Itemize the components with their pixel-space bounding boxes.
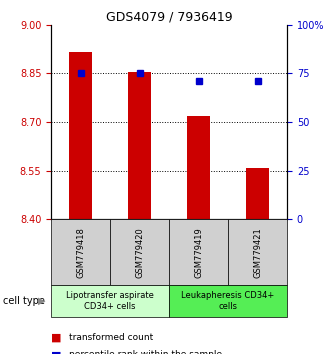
Text: ■: ■ — [51, 350, 62, 354]
Text: cell type: cell type — [3, 296, 45, 306]
Bar — [69, 52, 92, 219]
Bar — [128, 72, 151, 219]
Text: ▶: ▶ — [38, 296, 45, 306]
Text: GSM779418: GSM779418 — [76, 227, 85, 278]
Text: Lipotransfer aspirate
CD34+ cells: Lipotransfer aspirate CD34+ cells — [66, 291, 154, 310]
Bar — [246, 167, 269, 219]
Title: GDS4079 / 7936419: GDS4079 / 7936419 — [106, 11, 232, 24]
Text: transformed count: transformed count — [69, 333, 153, 342]
Text: GSM779419: GSM779419 — [194, 227, 203, 278]
Text: GSM779421: GSM779421 — [253, 227, 262, 278]
Text: ■: ■ — [51, 333, 62, 343]
Text: GSM779420: GSM779420 — [135, 227, 144, 278]
Text: percentile rank within the sample: percentile rank within the sample — [69, 350, 222, 354]
Bar — [187, 116, 211, 219]
Text: Leukapheresis CD34+
cells: Leukapheresis CD34+ cells — [182, 291, 275, 310]
